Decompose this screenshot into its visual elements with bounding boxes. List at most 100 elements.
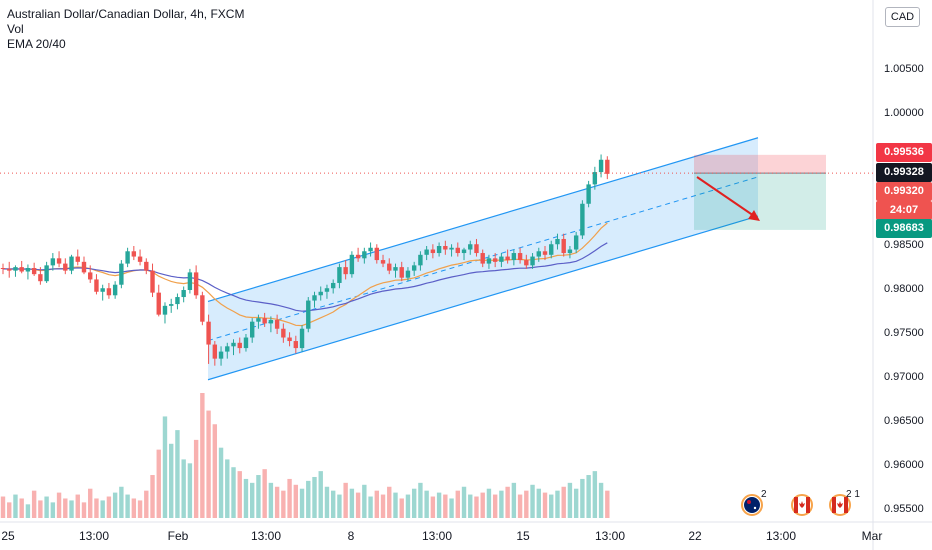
time-tick-label: 25 bbox=[1, 529, 15, 543]
candle-body bbox=[131, 251, 137, 257]
volume-bar bbox=[368, 496, 373, 518]
candle-body bbox=[187, 272, 193, 290]
volume-bar bbox=[461, 486, 467, 518]
candle-body bbox=[193, 272, 199, 296]
price-tick-label: 1.00500 bbox=[884, 63, 924, 75]
last-price-label: 0.99328 bbox=[876, 163, 932, 182]
volume-bar bbox=[137, 500, 143, 518]
time-tick-label: 13:00 bbox=[250, 529, 282, 543]
time-tick-label: 13:00 bbox=[765, 529, 797, 543]
canada-flag-icon[interactable] bbox=[791, 494, 813, 516]
price-tick-label: 0.97000 bbox=[884, 371, 924, 383]
candle-body bbox=[573, 235, 579, 250]
volume-bar bbox=[200, 393, 205, 518]
candle-body bbox=[536, 251, 541, 257]
candle-body bbox=[25, 268, 31, 272]
time-tick-label: 13:00 bbox=[421, 529, 453, 543]
candle-body bbox=[175, 297, 180, 305]
volume-bar bbox=[81, 502, 87, 518]
candle-body bbox=[474, 244, 479, 254]
volume-bar bbox=[411, 488, 417, 518]
candle-body bbox=[287, 337, 292, 342]
candle-body bbox=[125, 251, 130, 264]
volume-bar bbox=[212, 424, 218, 518]
volume-bar bbox=[362, 484, 367, 518]
ema-indicator-label: EMA 20/40 bbox=[7, 37, 66, 51]
volume-bar bbox=[63, 498, 68, 518]
price-tick-label: 0.95500 bbox=[884, 503, 924, 515]
currency-button[interactable]: CAD bbox=[885, 7, 920, 27]
au-event-count: 2 bbox=[761, 489, 767, 500]
candle-body bbox=[169, 304, 174, 306]
volume-bar bbox=[0, 496, 6, 518]
volume-bar bbox=[318, 471, 323, 518]
candle-body bbox=[387, 263, 392, 271]
candle-body bbox=[312, 295, 317, 301]
volume-bar bbox=[25, 504, 31, 518]
candle-body bbox=[318, 291, 323, 296]
australia-flag-icon[interactable] bbox=[741, 494, 763, 516]
volume-bar bbox=[306, 480, 311, 518]
volume-bar bbox=[542, 492, 548, 518]
candle-body bbox=[106, 288, 112, 296]
volume-bar bbox=[31, 490, 37, 518]
volume-bar bbox=[598, 482, 604, 518]
candle-body bbox=[549, 244, 554, 255]
volume-bar bbox=[100, 500, 105, 518]
price-tick-label: 0.98500 bbox=[884, 239, 924, 251]
candle-body bbox=[349, 254, 355, 275]
volume-bar bbox=[312, 476, 317, 518]
volume-bar bbox=[393, 492, 398, 518]
candle-body bbox=[393, 267, 398, 271]
volume-bar bbox=[38, 500, 43, 518]
candle-body bbox=[218, 351, 224, 359]
volume-bar bbox=[380, 494, 386, 518]
volume-bar bbox=[324, 486, 330, 518]
volume-bar bbox=[580, 478, 585, 518]
volume-bar bbox=[474, 496, 479, 518]
volume-bar bbox=[418, 482, 423, 518]
candle-body bbox=[368, 247, 373, 252]
volume-bar bbox=[486, 488, 492, 518]
candle-body bbox=[374, 247, 379, 261]
volume-bar bbox=[218, 447, 224, 518]
stop-price-label: 0.99536 bbox=[876, 143, 932, 162]
volume-bar bbox=[231, 467, 236, 518]
candle-body bbox=[592, 172, 598, 185]
volume-bar bbox=[162, 416, 168, 518]
time-tick-label: Mar bbox=[861, 529, 883, 543]
candle-body bbox=[119, 263, 124, 285]
candle-body bbox=[306, 300, 311, 329]
price-tick-label: 0.98000 bbox=[884, 283, 924, 295]
candle-body bbox=[424, 249, 429, 255]
volume-bar bbox=[299, 488, 305, 518]
candle-body bbox=[31, 268, 37, 275]
volume-bar bbox=[281, 490, 286, 518]
price-tick-label: 0.96000 bbox=[884, 459, 924, 471]
candle-body bbox=[231, 342, 236, 347]
volume-bar bbox=[605, 490, 610, 518]
candle-body bbox=[256, 318, 261, 322]
volume-bar bbox=[175, 430, 180, 518]
time-tick-label: 22 bbox=[688, 529, 702, 543]
candle-body bbox=[418, 254, 423, 266]
volume-bar bbox=[530, 484, 535, 518]
candle-body bbox=[486, 258, 492, 264]
candle-body bbox=[281, 328, 286, 338]
candle-body bbox=[56, 258, 62, 264]
volume-bar bbox=[287, 478, 292, 518]
candle-body bbox=[362, 251, 367, 259]
volume-bar bbox=[44, 496, 49, 518]
price-tick-label: 1.00000 bbox=[884, 107, 924, 119]
volume-bar bbox=[206, 410, 211, 518]
canada-flag-icon-2[interactable] bbox=[829, 494, 851, 516]
volume-bar bbox=[119, 486, 124, 518]
volume-bar bbox=[156, 449, 161, 518]
candle-body bbox=[144, 261, 149, 271]
candle-body bbox=[100, 288, 105, 292]
volume-bar bbox=[13, 494, 18, 518]
volume-bar bbox=[586, 475, 591, 518]
volume-bar bbox=[549, 494, 554, 518]
